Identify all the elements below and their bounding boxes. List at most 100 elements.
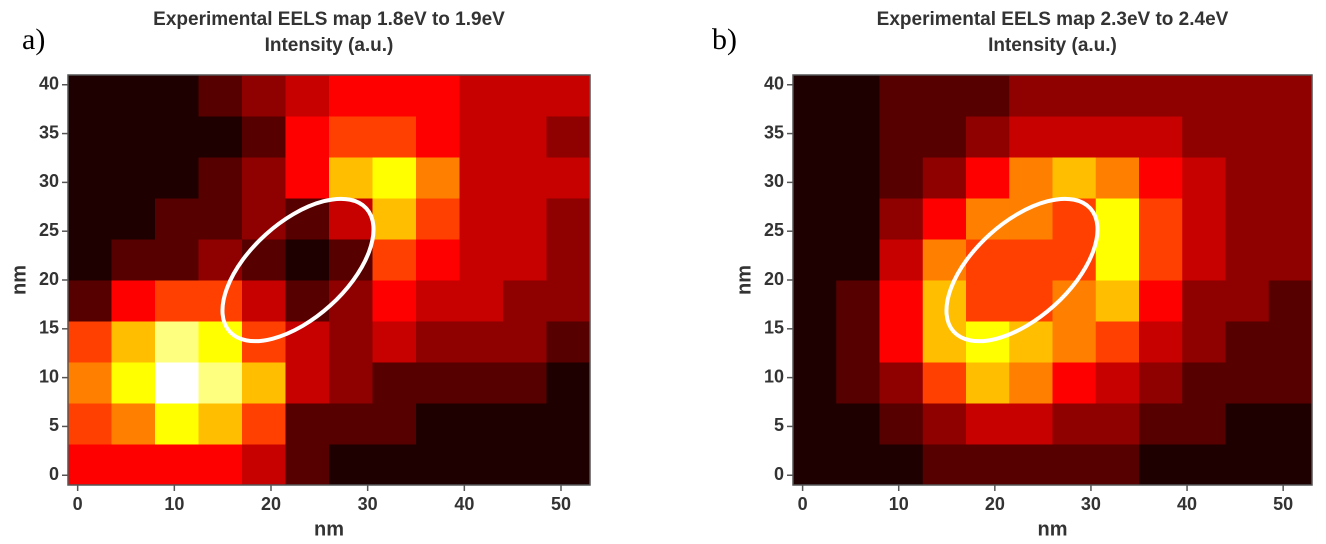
y-tick-label: 20	[39, 269, 59, 289]
heat-cell	[372, 444, 417, 486]
heat-cell	[546, 321, 591, 363]
heat-cell	[242, 280, 286, 322]
heat-cell	[1225, 157, 1270, 199]
x-tick-label: 50	[1273, 494, 1293, 514]
heat-cell	[1095, 157, 1140, 199]
heat-cell	[836, 321, 880, 363]
heat-cell	[329, 444, 373, 486]
heat-cell	[966, 239, 1010, 281]
heat-cell	[459, 239, 504, 281]
heat-cell	[459, 157, 504, 199]
heat-cell	[1225, 239, 1270, 281]
heat-cell	[68, 444, 112, 486]
heat-cell	[879, 403, 924, 445]
heat-cell	[503, 75, 547, 117]
y-tick-label: 30	[39, 171, 59, 191]
heat-cell	[68, 321, 112, 363]
heat-cell	[836, 198, 880, 240]
heat-cell	[1095, 116, 1140, 158]
heat-cell	[372, 403, 417, 445]
heat-cell	[1268, 75, 1313, 117]
heat-cell	[242, 403, 286, 445]
heat-cell	[966, 198, 1010, 240]
heat-cell	[1225, 116, 1270, 158]
heat-cell	[1052, 321, 1097, 363]
heat-cell	[1182, 280, 1226, 322]
heat-cell	[546, 75, 591, 117]
heat-cell	[966, 157, 1010, 199]
heat-cell	[198, 239, 243, 281]
heat-cell	[1182, 362, 1226, 404]
heat-cell	[372, 75, 417, 117]
heat-cell	[111, 444, 156, 486]
heat-cell	[1225, 403, 1270, 445]
heat-cell	[1139, 239, 1183, 281]
heat-cell	[459, 116, 504, 158]
heat-cell	[879, 321, 924, 363]
heat-cell	[1009, 444, 1053, 486]
heat-cell	[1182, 157, 1226, 199]
heat-cell	[111, 403, 156, 445]
heat-cell	[922, 116, 967, 158]
heat-cell	[459, 362, 504, 404]
heat-cell	[546, 362, 591, 404]
heat-cell	[1268, 444, 1313, 486]
heat-cell	[329, 321, 373, 363]
y-tick-label: 0	[774, 464, 784, 484]
heat-cell	[111, 116, 156, 158]
heat-cell	[1139, 116, 1183, 158]
heat-cell	[285, 198, 330, 240]
heat-cell	[372, 321, 417, 363]
heat-cell	[836, 116, 880, 158]
heat-cell	[1009, 321, 1053, 363]
heat-cell	[155, 239, 199, 281]
heat-cell	[1225, 280, 1270, 322]
heat-cell	[416, 280, 460, 322]
heat-cell	[459, 280, 504, 322]
heat-cell	[285, 157, 330, 199]
heat-cell	[242, 198, 286, 240]
heat-cell	[1009, 75, 1053, 117]
heat-cell	[329, 75, 373, 117]
heat-cell	[1268, 321, 1313, 363]
y-axis-label: nm	[8, 265, 30, 295]
heat-cell	[879, 157, 924, 199]
heat-cell	[836, 362, 880, 404]
heat-cell	[155, 280, 199, 322]
heat-cell	[372, 198, 417, 240]
heat-cell	[793, 198, 837, 240]
heat-cell	[546, 403, 591, 445]
heat-cell	[459, 444, 504, 486]
heat-cell	[503, 403, 547, 445]
heat-cell	[546, 198, 591, 240]
heat-cell	[1009, 280, 1053, 322]
heat-cell	[836, 75, 880, 117]
heat-cell	[111, 198, 156, 240]
heat-cell	[879, 280, 924, 322]
x-tick-label: 0	[73, 494, 83, 514]
heat-cell	[1182, 444, 1226, 486]
heat-cell	[198, 75, 243, 117]
y-tick-label: 25	[39, 220, 59, 240]
heat-cell	[1268, 198, 1313, 240]
heat-cell	[416, 116, 460, 158]
heat-cell	[242, 116, 286, 158]
heat-cell	[879, 444, 924, 486]
heat-cell	[836, 403, 880, 445]
heat-cell	[836, 157, 880, 199]
heat-cell	[1139, 362, 1183, 404]
heat-cell	[1009, 362, 1053, 404]
heat-cell	[1225, 362, 1270, 404]
heat-cell	[503, 362, 547, 404]
heat-cell	[459, 75, 504, 117]
heat-cell	[1139, 157, 1183, 199]
heat-cell	[922, 75, 967, 117]
heat-cell	[111, 321, 156, 363]
heat-cell	[111, 239, 156, 281]
x-tick-label: 0	[798, 494, 808, 514]
heat-cell	[1095, 75, 1140, 117]
y-tick-label: 10	[39, 366, 59, 386]
heat-cell	[836, 239, 880, 281]
y-axis-label: nm	[733, 265, 755, 295]
